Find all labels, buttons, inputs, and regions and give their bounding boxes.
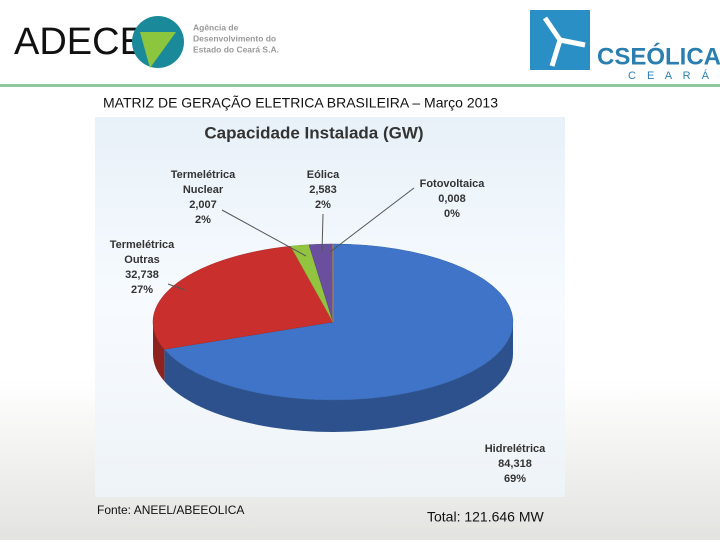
value-label: 84,318 bbox=[498, 458, 532, 470]
value-label: 0,008 bbox=[438, 193, 466, 205]
value-label: 2,583 bbox=[309, 184, 337, 196]
slice-label: Eólica bbox=[307, 169, 340, 181]
value-label: 2,007 bbox=[189, 199, 217, 211]
agency-line: Desenvolvimento do bbox=[193, 33, 276, 43]
value-label: 32,738 bbox=[125, 269, 159, 281]
slice-label: Hidrelétrica bbox=[485, 443, 546, 455]
chart-title: Capacidade Instalada (GW) bbox=[204, 123, 423, 142]
logo-right: CSEÓLICA bbox=[597, 42, 720, 70]
logo-mark bbox=[132, 16, 184, 68]
slice-label-line: Outras bbox=[124, 254, 159, 266]
slice-label-line: Termelétrica bbox=[110, 239, 175, 251]
percent-label: 27% bbox=[131, 284, 153, 296]
total: Total: 121.646 MW bbox=[427, 509, 545, 525]
percent-label: 69% bbox=[504, 473, 526, 485]
agency-line: Estado do Ceará S.A. bbox=[193, 44, 279, 54]
percent-label: 2% bbox=[195, 214, 211, 226]
percent-label: 2% bbox=[315, 199, 331, 211]
logo-right-sub: C E A R Á bbox=[628, 69, 713, 82]
source: Fonte: ANEEL/ABEEOLICA bbox=[97, 503, 244, 517]
slide-title: MATRIZ DE GERAÇÃO ELETRICA BRASILEIRA – … bbox=[103, 95, 498, 111]
header-rule bbox=[0, 84, 720, 87]
slice-label-line: Termelétrica bbox=[171, 169, 236, 181]
slice-label-line: Nuclear bbox=[183, 184, 224, 196]
percent-label: 0% bbox=[444, 208, 460, 220]
logo-left: ADECE bbox=[14, 21, 145, 63]
agency-line: Agência de bbox=[193, 22, 239, 32]
logo-right-mark bbox=[530, 10, 590, 70]
slice-label: Fotovoltaica bbox=[420, 178, 486, 190]
